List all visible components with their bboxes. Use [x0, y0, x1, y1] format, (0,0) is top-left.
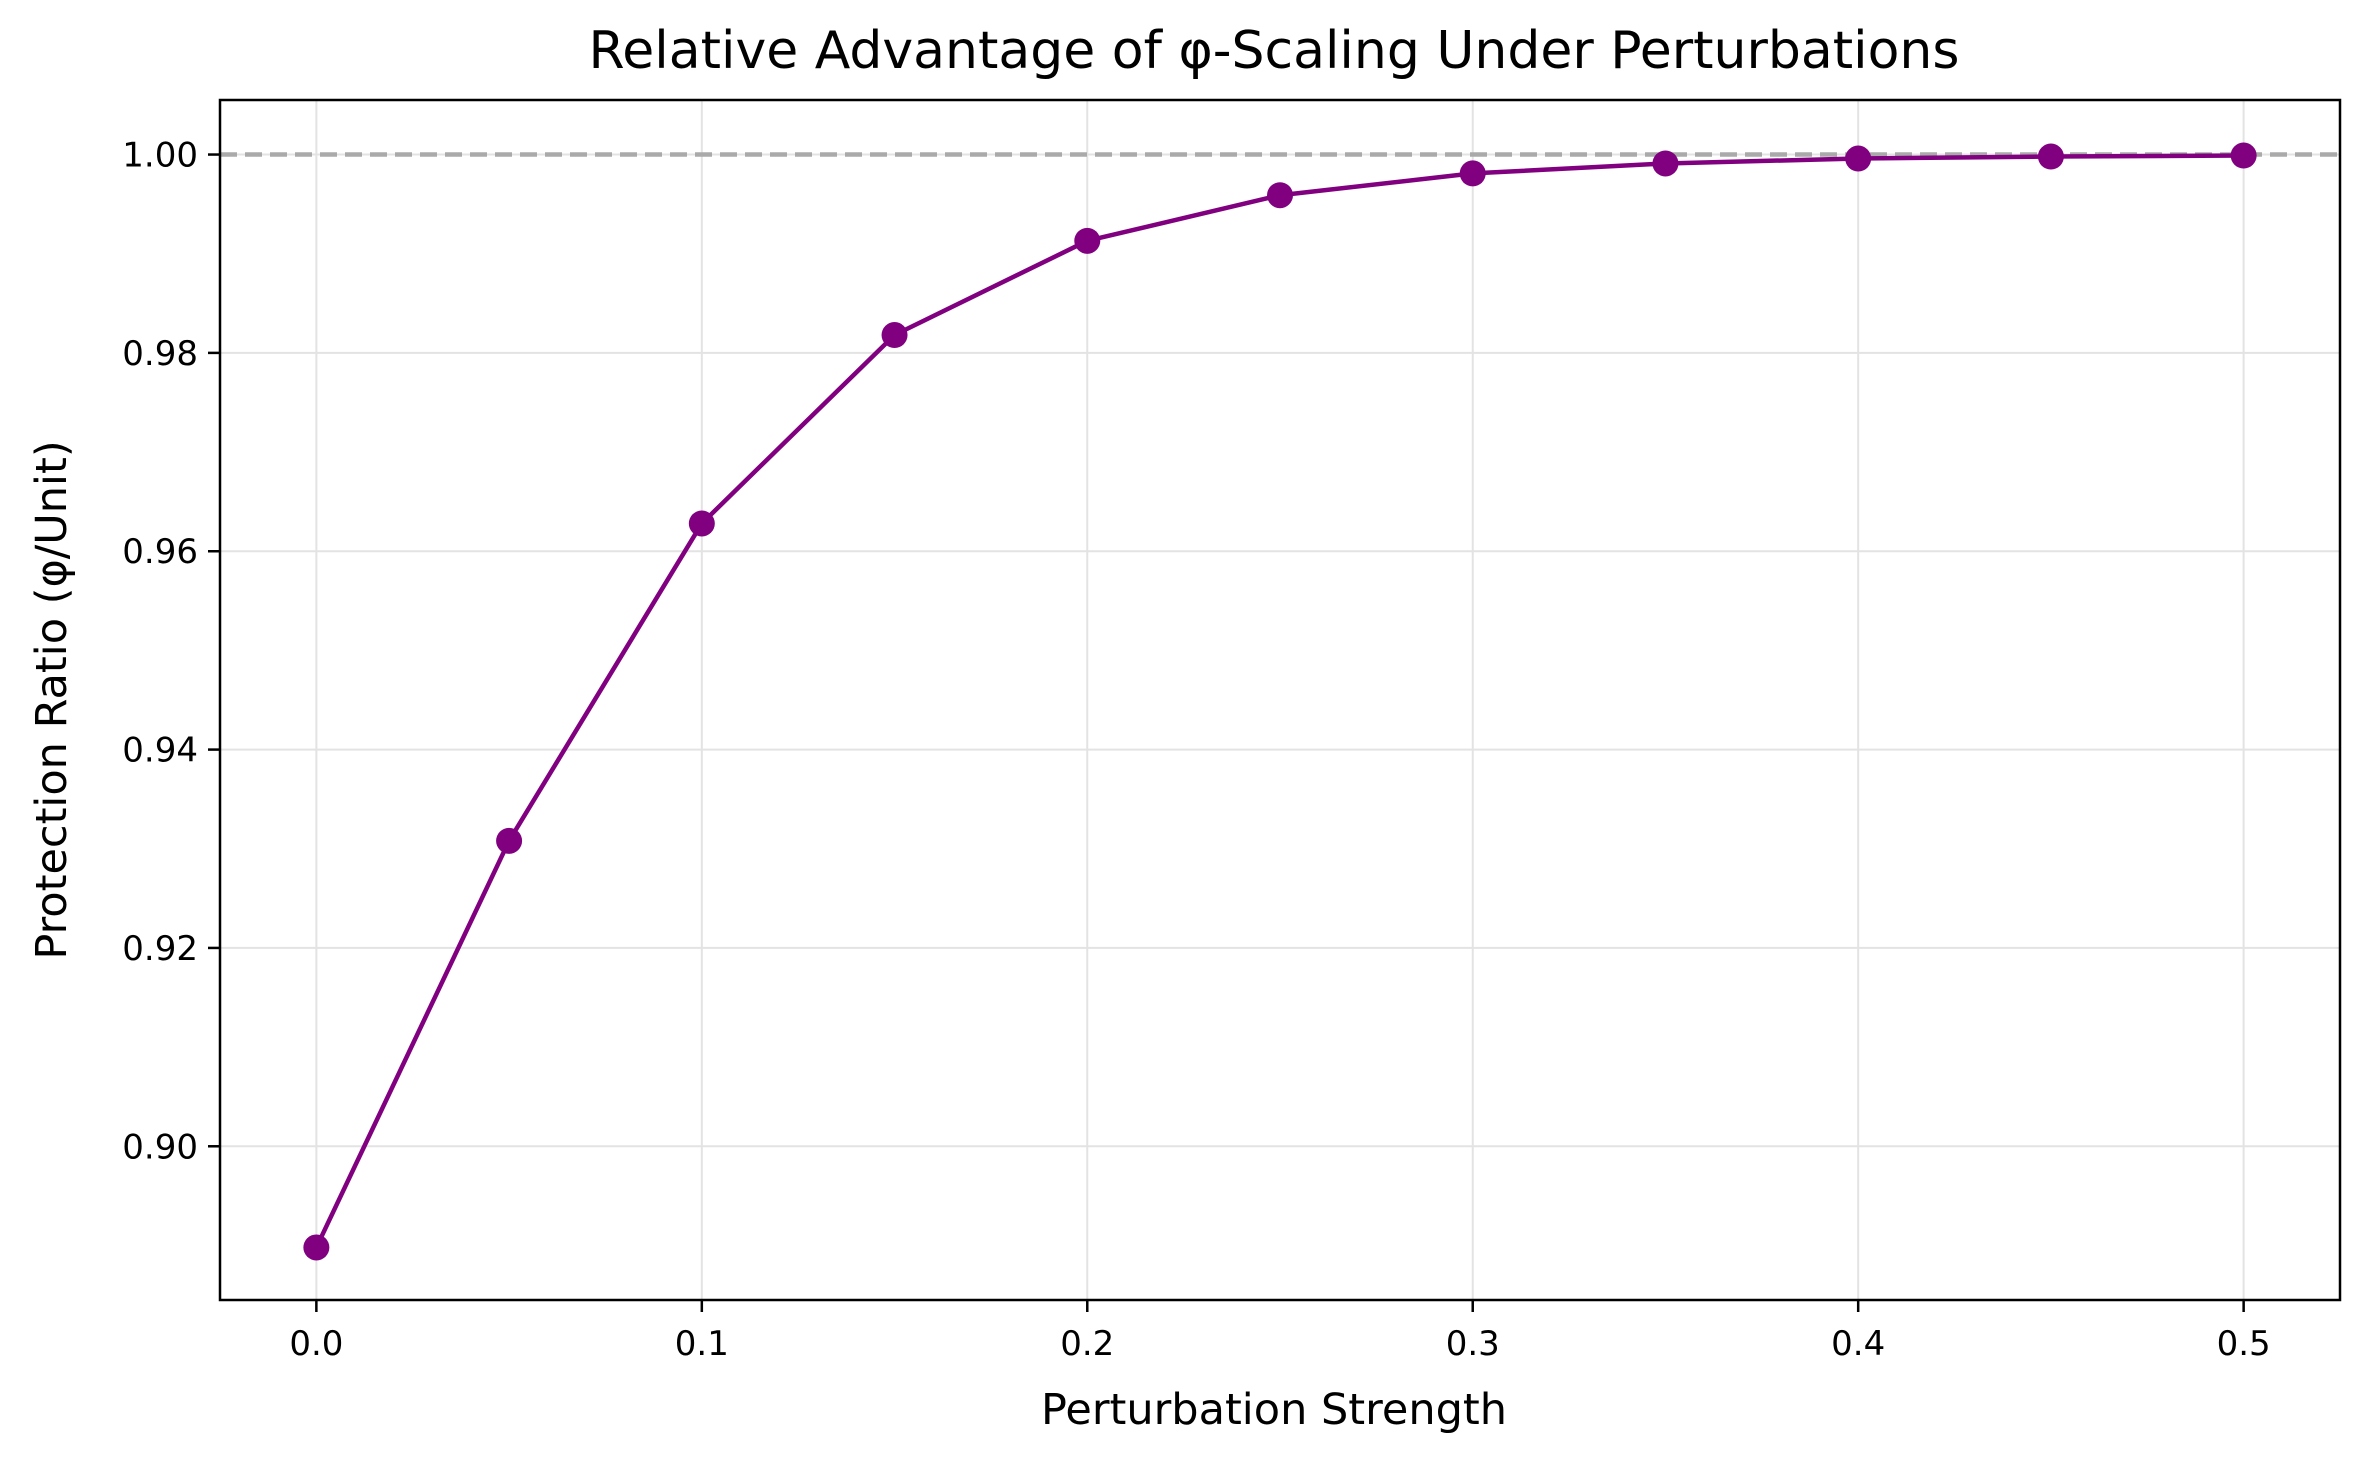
y-axis-label: Protection Ratio (φ/Unit)	[27, 440, 77, 959]
y-tick-label: 0.94	[122, 731, 198, 771]
y-tick-label: 1.00	[122, 136, 198, 176]
data-point	[496, 827, 523, 854]
data-point	[688, 510, 715, 537]
y-tick-label: 0.96	[122, 532, 198, 572]
x-tick-label: 0.0	[289, 1324, 343, 1364]
x-tick-label: 0.3	[1446, 1324, 1500, 1364]
x-tick-label: 0.5	[2217, 1324, 2271, 1364]
data-point	[881, 322, 908, 349]
x-tick-label: 0.1	[675, 1324, 729, 1364]
plot-frame	[218, 98, 2342, 1302]
data-point	[303, 1234, 330, 1261]
data-point	[2230, 142, 2257, 169]
chart-title: Relative Advantage of φ-Scaling Under Pe…	[589, 21, 1960, 81]
x-tick-label: 0.4	[1831, 1324, 1885, 1364]
x-axis-label: Perturbation Strength	[1041, 1385, 1507, 1435]
x-tick-label: 0.2	[1060, 1324, 1114, 1364]
y-tick-label: 0.90	[122, 1127, 198, 1167]
data-point	[1267, 182, 1293, 209]
data-point	[1845, 145, 1872, 172]
y-tick-label: 0.92	[122, 929, 198, 969]
data-point	[1459, 160, 1486, 187]
data-point	[2037, 143, 2064, 170]
data-point	[1652, 150, 1679, 177]
y-tick-label: 0.98	[122, 334, 198, 374]
data-point	[1074, 227, 1101, 254]
grid	[220, 100, 2340, 1300]
